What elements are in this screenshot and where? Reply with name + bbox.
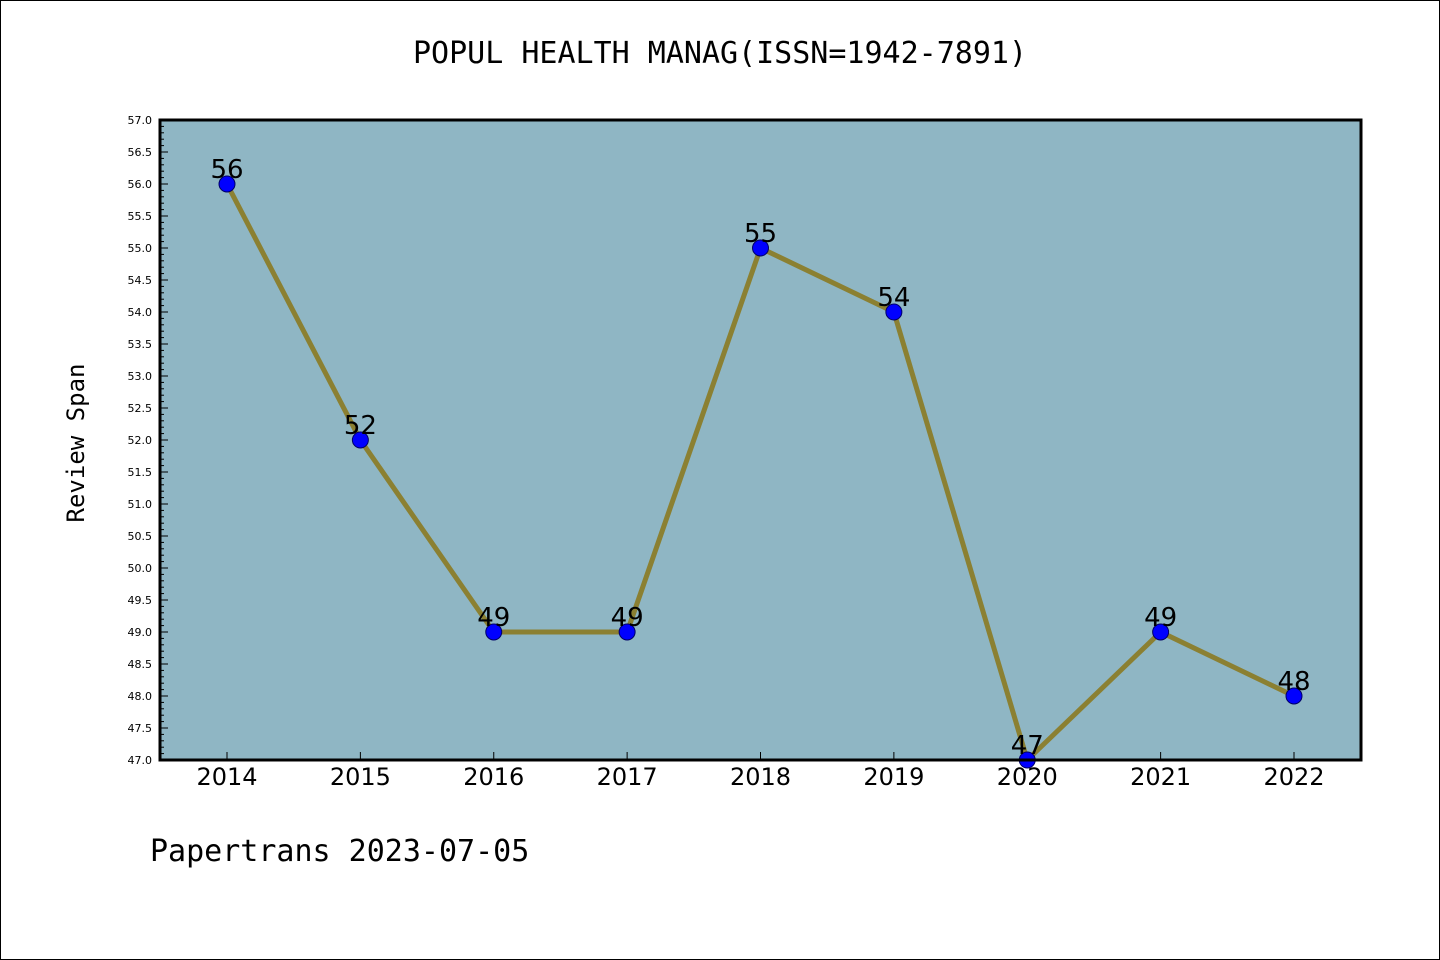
data-point bbox=[885, 303, 903, 321]
y-tick-label: 54.5 bbox=[128, 274, 153, 287]
data-point bbox=[485, 623, 503, 641]
data-label: 47 bbox=[1011, 731, 1044, 761]
data-label: 48 bbox=[1277, 667, 1310, 697]
x-tick-label: 2022 bbox=[1263, 763, 1324, 791]
x-tick-label: 2016 bbox=[463, 763, 524, 791]
data-label: 49 bbox=[477, 603, 510, 633]
y-tick-label: 56.0 bbox=[128, 178, 153, 191]
data-label: 56 bbox=[210, 155, 243, 185]
x-axis-ticks: 2014 2015 2016 2017 2018 2019 2020 2021 2022 bbox=[196, 752, 1325, 791]
data-label: 52 bbox=[344, 411, 377, 441]
data-point bbox=[618, 623, 636, 641]
data-label: 49 bbox=[611, 603, 644, 633]
y-tick-label: 52.0 bbox=[128, 434, 153, 447]
y-tick-label: 50.0 bbox=[128, 562, 153, 575]
y-tick-label: 51.5 bbox=[128, 466, 153, 479]
x-tick-label: 2015 bbox=[330, 763, 391, 791]
x-tick-label: 2017 bbox=[597, 763, 658, 791]
data-point bbox=[1152, 623, 1170, 641]
y-tick-label: 53.0 bbox=[128, 370, 153, 383]
y-tick-label: 47.5 bbox=[128, 722, 153, 735]
data-point bbox=[1285, 687, 1303, 705]
x-tick-label: 2014 bbox=[196, 763, 257, 791]
y-tick-label: 55.0 bbox=[128, 242, 153, 255]
data-label: 54 bbox=[877, 283, 910, 313]
x-tick-label: 2021 bbox=[1130, 763, 1191, 791]
y-tick-label: 53.5 bbox=[128, 338, 153, 351]
data-point bbox=[218, 175, 236, 193]
y-tick-label: 55.5 bbox=[128, 210, 153, 223]
x-tick-label: 2018 bbox=[730, 763, 791, 791]
data-point bbox=[752, 239, 769, 257]
x-tick-label: 2019 bbox=[863, 763, 924, 791]
y-tick-label: 51.0 bbox=[128, 498, 153, 511]
y-tick-label: 49.0 bbox=[128, 626, 153, 639]
y-tick-label: 49.5 bbox=[128, 594, 153, 607]
footer-caption: Papertrans 2023-07-05 bbox=[150, 834, 530, 869]
y-tick-label: 52.5 bbox=[128, 402, 153, 415]
y-tick-label: 50.5 bbox=[128, 530, 153, 543]
data-point bbox=[351, 431, 369, 449]
data-label: 55 bbox=[744, 219, 777, 249]
y-tick-label: 48.5 bbox=[128, 658, 153, 671]
y-tick-label: 56.5 bbox=[128, 146, 153, 159]
y-tick-label: 48.0 bbox=[128, 690, 153, 703]
plot-border bbox=[158, 118, 1363, 762]
data-labels: 56 52 49 49 55 54 47 49 48 bbox=[210, 155, 1310, 761]
plot-area bbox=[160, 120, 1361, 760]
chart-title: POPUL HEALTH MANAG(ISSN=1942-7891) bbox=[412, 36, 1028, 71]
y-tick-label: 54.0 bbox=[128, 306, 153, 319]
data-label: 49 bbox=[1144, 603, 1177, 633]
y-axis-ticks: 47.0 47.5 48.0 48.5 49.0 49.5 50.0 50.5 51.0 51.5… bbox=[128, 114, 168, 767]
y-tick-label: 57.0 bbox=[128, 114, 153, 127]
y-tick-label: 47.0 bbox=[128, 754, 153, 767]
